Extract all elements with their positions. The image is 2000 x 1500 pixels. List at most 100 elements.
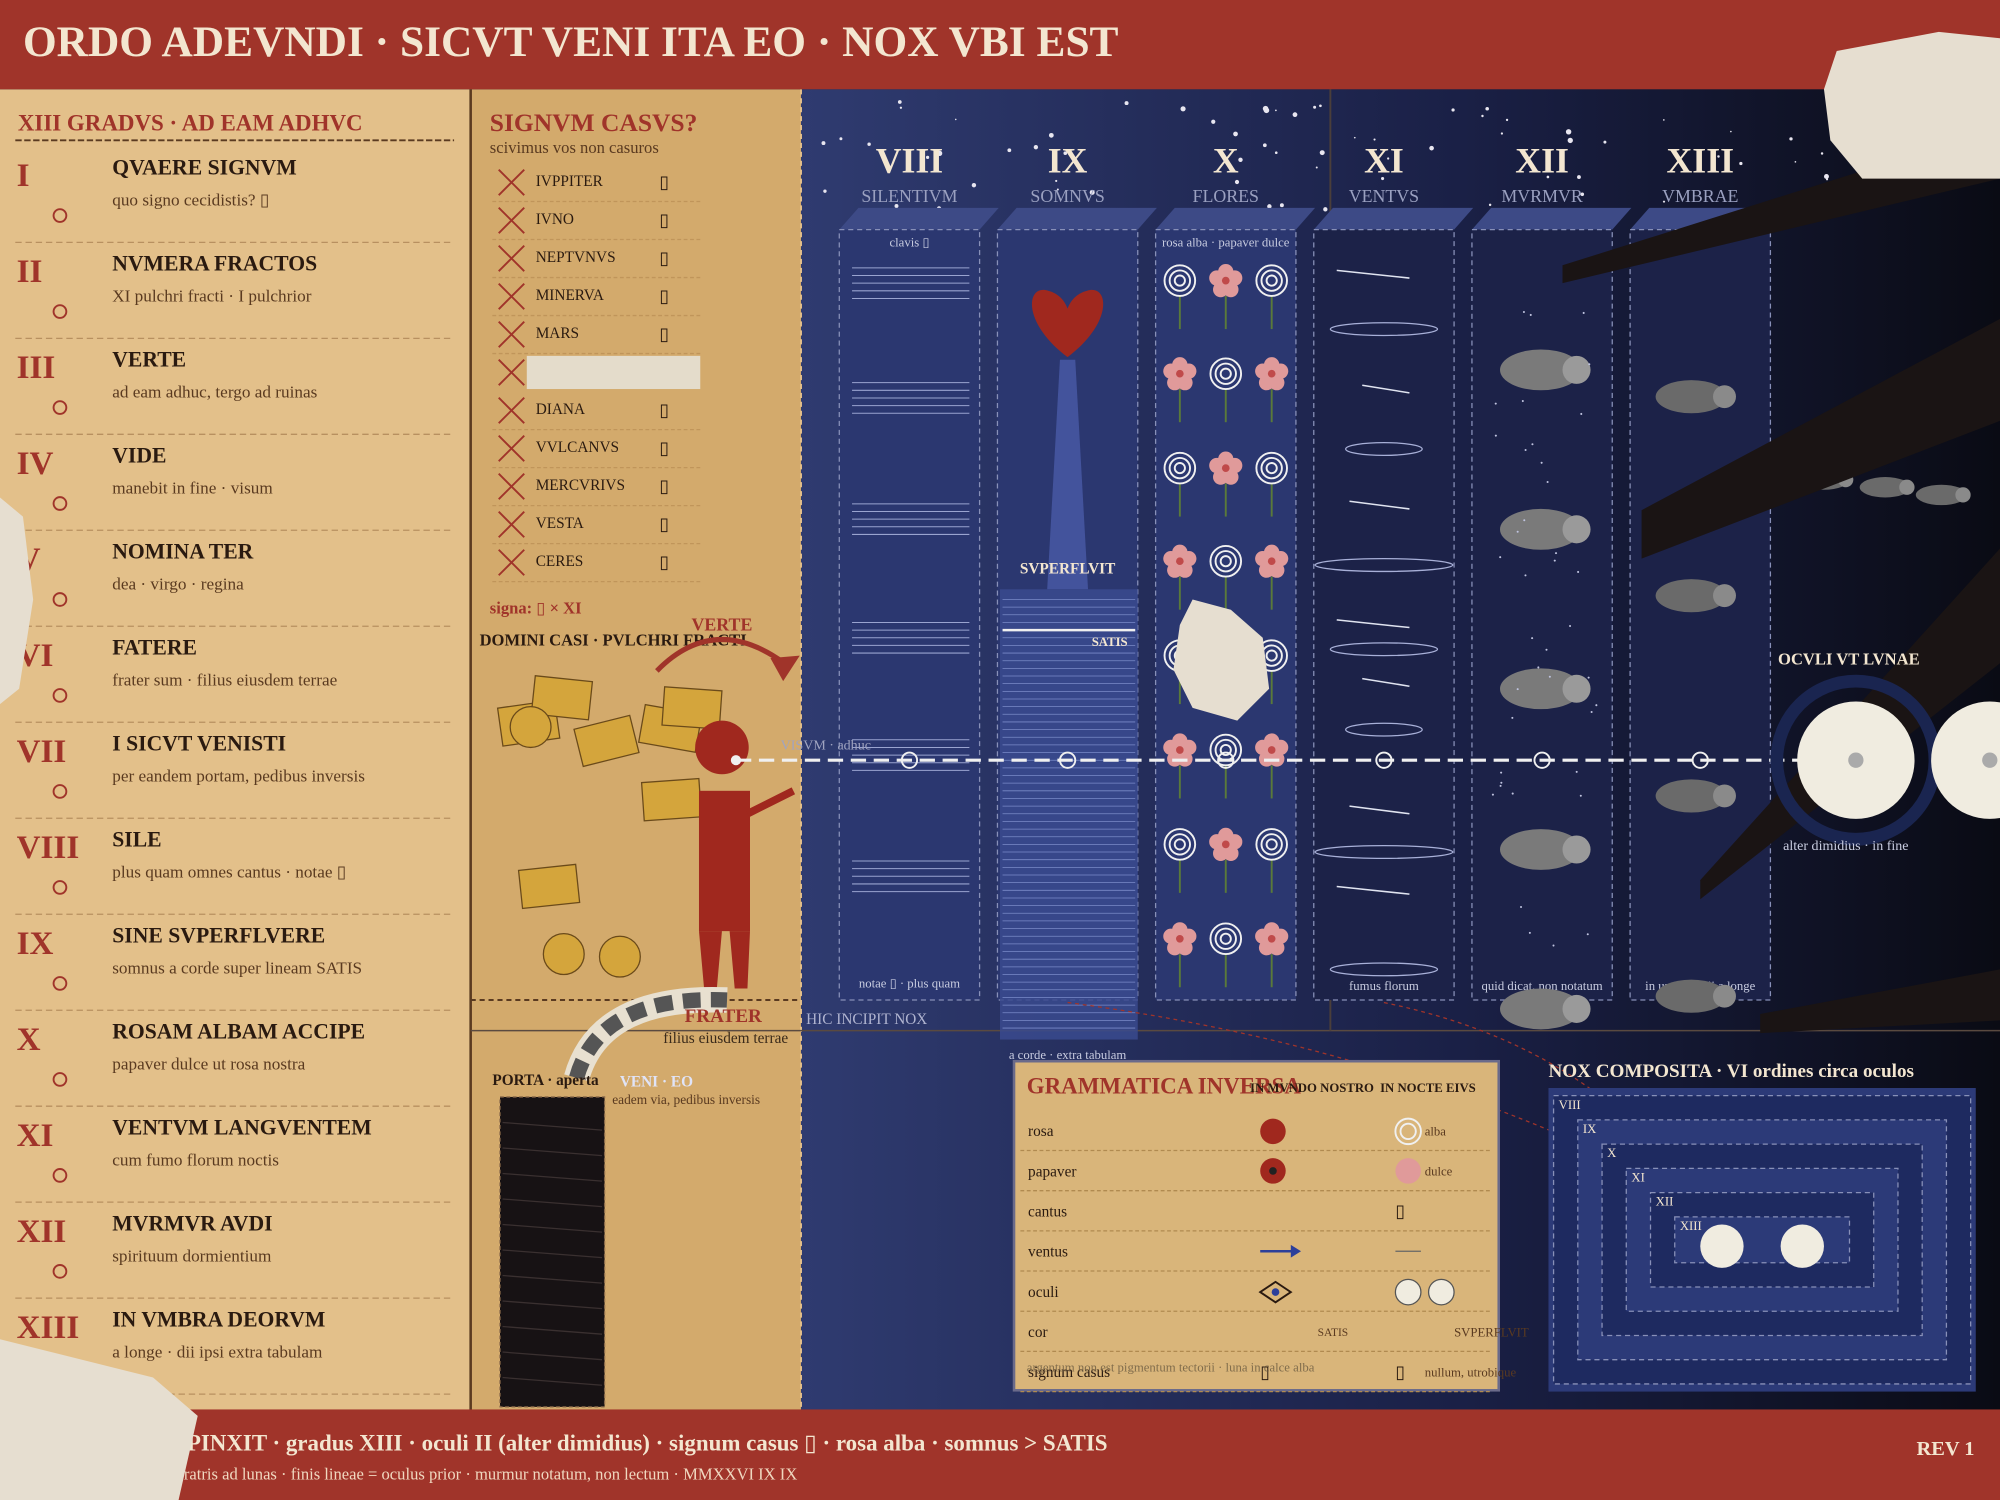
step-icon xyxy=(52,688,68,703)
murmur-dot xyxy=(1511,792,1514,795)
poppy-petal xyxy=(1163,363,1179,379)
star xyxy=(936,150,943,157)
god-glyph: ▯ xyxy=(659,400,669,420)
column xyxy=(1313,228,1455,1001)
star xyxy=(1481,114,1484,118)
white-rose xyxy=(1173,274,1186,287)
god-glyph: ▯ xyxy=(659,552,669,572)
star xyxy=(1825,178,1829,181)
star xyxy=(1180,106,1186,112)
white-rose xyxy=(1209,544,1243,578)
star xyxy=(823,189,827,193)
wind-swirl xyxy=(1345,441,1423,456)
step-numeral: XI xyxy=(17,1117,54,1154)
oculi-note: alter dimidius · in fine xyxy=(1783,838,1908,854)
step-icon xyxy=(52,880,68,895)
cross-icon xyxy=(498,473,525,500)
star xyxy=(1794,160,1797,163)
star xyxy=(1048,132,1054,138)
door xyxy=(499,1096,606,1408)
icon xyxy=(1394,1278,1422,1306)
grammar-world: SATIS xyxy=(1318,1327,1349,1339)
poppy-center xyxy=(1221,276,1230,285)
white-rose xyxy=(1219,367,1232,380)
poppy-center xyxy=(1176,934,1184,943)
step-numeral: IX xyxy=(17,925,54,962)
star xyxy=(1124,101,1129,106)
footer-bar xyxy=(0,1409,2000,1500)
column-numeral: VIII xyxy=(876,141,943,181)
sight-node xyxy=(1058,751,1077,769)
grammar-title: GRAMMATICA INVERSA xyxy=(1027,1073,1302,1098)
step-title: VIDE xyxy=(112,444,166,468)
star xyxy=(1824,173,1829,179)
star xyxy=(1789,137,1793,141)
white-rose xyxy=(1219,932,1232,945)
icon xyxy=(1260,1118,1286,1145)
star xyxy=(1387,157,1390,160)
white-rose xyxy=(1214,362,1237,385)
white-rose xyxy=(1255,828,1288,861)
poppy-petal xyxy=(1255,739,1271,756)
star xyxy=(1323,207,1328,212)
cross-icon xyxy=(498,168,525,196)
step-title: FATERE xyxy=(112,636,197,660)
step-icon xyxy=(52,1072,68,1087)
poppy-petal xyxy=(1255,928,1271,944)
poppy-petal xyxy=(1255,551,1271,567)
signa-label: signa: ▯ × XI xyxy=(490,599,582,618)
grammar-label: signum casus xyxy=(1028,1364,1110,1381)
murmur-dot xyxy=(1499,556,1502,559)
cross-icon xyxy=(498,321,525,348)
icon xyxy=(1427,1278,1455,1306)
god-name: CERES xyxy=(536,553,584,570)
heart xyxy=(1031,289,1104,358)
superfluit-label: SVPERFLVIT xyxy=(1020,561,1116,578)
step-subtitle: per eandem portam, pedibus inversis xyxy=(112,766,365,785)
step-title: SILE xyxy=(112,827,161,851)
column-top xyxy=(839,207,999,230)
murmur-dot xyxy=(1494,434,1497,437)
god-glyph: ▯ xyxy=(659,172,669,192)
shade xyxy=(1655,579,1728,613)
star xyxy=(1233,131,1238,137)
wind-arrow xyxy=(1362,677,1410,687)
poppy-petal xyxy=(1209,457,1225,474)
step-title: QVAERE SIGNVM xyxy=(112,156,296,180)
step-title: IN VMBRA DEORVM xyxy=(112,1307,325,1331)
grammar-label: oculi xyxy=(1028,1284,1059,1301)
wind-swirl xyxy=(1314,558,1454,573)
step-subtitle: papaver dulce ut rosa nostra xyxy=(112,1054,305,1073)
grammar-header: IN MVNDO NOSTRO xyxy=(1250,1081,1374,1095)
door-plank xyxy=(502,1223,603,1233)
frater-note: filius eiusdem terrae xyxy=(663,1030,788,1047)
wind-swirl xyxy=(1329,962,1439,977)
white-rose xyxy=(1209,357,1243,390)
star xyxy=(1717,155,1720,158)
step-numeral: XIII xyxy=(17,1309,80,1346)
star xyxy=(1238,157,1243,162)
figure-head xyxy=(695,720,749,775)
poppy-center xyxy=(1176,369,1184,378)
god-glyph: ▯ xyxy=(659,286,669,306)
grammar-box xyxy=(1012,1059,1500,1392)
murmur-dot xyxy=(1500,771,1503,774)
step-title: VENTVM LANGVENTEM xyxy=(112,1115,371,1139)
poppy-center xyxy=(1267,369,1276,378)
column-name: SILENTIVM xyxy=(861,186,957,206)
blank-slot xyxy=(526,355,701,390)
footer-line: A PINXIT · gradus XIII · oculi II (alter… xyxy=(166,1430,1108,1455)
star xyxy=(1319,104,1322,108)
shade xyxy=(1713,385,1736,409)
star xyxy=(1662,200,1666,203)
door-plank xyxy=(502,1198,603,1208)
star xyxy=(1279,203,1284,208)
star xyxy=(894,204,899,208)
panel-title: XIII GRADVS · AD EAM ADHVC xyxy=(18,110,363,135)
grammar-night: ▯ xyxy=(1395,1201,1405,1221)
murmur-dot xyxy=(1548,675,1551,678)
shard xyxy=(573,714,640,768)
column-caption: notae ▯ · plus quam xyxy=(859,977,960,991)
wind-arrow xyxy=(1336,885,1410,895)
panel-subtitle: scivimus vos non casuros xyxy=(490,138,659,157)
